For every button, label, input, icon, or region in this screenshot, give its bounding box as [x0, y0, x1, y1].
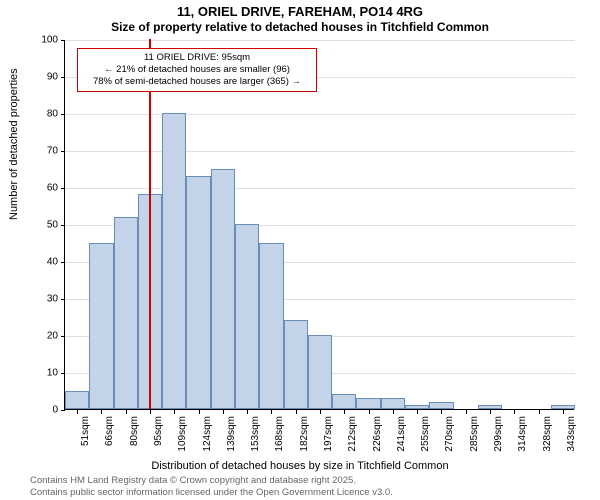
x-tick-label: 212sqm — [347, 416, 358, 456]
histogram-bar — [405, 405, 429, 409]
x-tick-label: 95sqm — [153, 416, 164, 456]
property-marker-line — [149, 39, 151, 409]
gridline — [65, 188, 575, 189]
annotation-box: 11 ORIEL DRIVE: 95sqm← 21% of detached h… — [77, 48, 317, 92]
chart-title-line1: 11, ORIEL DRIVE, FAREHAM, PO14 4RG — [0, 4, 600, 19]
x-tick-mark — [296, 410, 297, 414]
x-tick-label: 226sqm — [372, 416, 383, 456]
y-tick-label: 20 — [28, 331, 58, 342]
y-tick-mark — [61, 77, 65, 78]
histogram-bar — [235, 224, 259, 409]
y-tick-mark — [61, 373, 65, 374]
histogram-bar — [186, 176, 210, 409]
x-tick-mark — [539, 410, 540, 414]
x-tick-label: 51sqm — [80, 416, 91, 456]
y-tick-label: 10 — [28, 368, 58, 379]
footer-line1: Contains HM Land Registry data © Crown c… — [30, 475, 393, 486]
x-tick-mark — [150, 410, 151, 414]
histogram-bar — [478, 405, 502, 409]
x-tick-mark — [320, 410, 321, 414]
plot-area: 51sqm66sqm80sqm95sqm109sqm124sqm139sqm15… — [64, 40, 574, 410]
x-tick-mark — [247, 410, 248, 414]
x-tick-label: 255sqm — [420, 416, 431, 456]
gridline — [65, 40, 575, 41]
y-tick-mark — [61, 336, 65, 337]
x-tick-mark — [514, 410, 515, 414]
annotation-line1: 11 ORIEL DRIVE: 95sqm — [84, 52, 310, 64]
y-tick-label: 100 — [28, 35, 58, 46]
x-tick-mark — [369, 410, 370, 414]
y-tick-mark — [61, 151, 65, 152]
histogram-bar — [89, 243, 113, 410]
x-tick-label: 328sqm — [542, 416, 553, 456]
x-tick-label: 197sqm — [323, 416, 334, 456]
histogram-bar — [381, 398, 405, 409]
annotation-line3: 78% of semi-detached houses are larger (… — [84, 76, 310, 88]
x-tick-label: 343sqm — [566, 416, 577, 456]
x-tick-mark — [393, 410, 394, 414]
y-tick-label: 80 — [28, 109, 58, 120]
y-tick-label: 50 — [28, 220, 58, 231]
x-tick-label: 270sqm — [444, 416, 455, 456]
x-tick-mark — [563, 410, 564, 414]
x-tick-label: 153sqm — [250, 416, 261, 456]
histogram-bar — [65, 391, 89, 410]
y-tick-mark — [61, 114, 65, 115]
histogram-bar — [211, 169, 235, 410]
histogram-bar — [259, 243, 283, 410]
x-tick-label: 241sqm — [396, 416, 407, 456]
x-tick-label: 124sqm — [202, 416, 213, 456]
histogram-bar — [308, 335, 332, 409]
y-tick-label: 90 — [28, 72, 58, 83]
x-tick-label: 299sqm — [493, 416, 504, 456]
y-axis-label: Number of detached properties — [8, 68, 20, 220]
x-tick-label: 66sqm — [104, 416, 115, 456]
y-tick-mark — [61, 40, 65, 41]
x-tick-mark — [441, 410, 442, 414]
histogram-bar — [429, 402, 453, 409]
x-tick-mark — [223, 410, 224, 414]
x-tick-mark — [490, 410, 491, 414]
x-tick-label: 80sqm — [129, 416, 140, 456]
x-tick-label: 182sqm — [299, 416, 310, 456]
chart-container: 51sqm66sqm80sqm95sqm109sqm124sqm139sqm15… — [64, 40, 574, 410]
gridline — [65, 114, 575, 115]
footer-line2: Contains public sector information licen… — [30, 487, 393, 498]
histogram-bar — [551, 405, 575, 409]
x-axis-label: Distribution of detached houses by size … — [0, 460, 600, 472]
histogram-bar — [162, 113, 186, 409]
y-tick-label: 0 — [28, 405, 58, 416]
histogram-bar — [114, 217, 138, 409]
histogram-bar — [332, 394, 356, 409]
chart-title-line2: Size of property relative to detached ho… — [0, 20, 600, 34]
gridline — [65, 151, 575, 152]
x-tick-mark — [344, 410, 345, 414]
y-tick-label: 40 — [28, 257, 58, 268]
y-tick-label: 60 — [28, 183, 58, 194]
x-tick-label: 139sqm — [226, 416, 237, 456]
x-tick-mark — [77, 410, 78, 414]
histogram-bar — [284, 320, 308, 409]
x-tick-mark — [174, 410, 175, 414]
y-tick-mark — [61, 410, 65, 411]
x-tick-mark — [101, 410, 102, 414]
x-tick-label: 314sqm — [517, 416, 528, 456]
x-tick-label: 109sqm — [177, 416, 188, 456]
x-tick-mark — [271, 410, 272, 414]
y-tick-mark — [61, 225, 65, 226]
x-tick-label: 168sqm — [274, 416, 285, 456]
histogram-bar — [356, 398, 380, 409]
y-tick-mark — [61, 299, 65, 300]
x-tick-mark — [126, 410, 127, 414]
x-tick-mark — [417, 410, 418, 414]
chart-footer: Contains HM Land Registry data © Crown c… — [30, 475, 393, 498]
x-tick-mark — [199, 410, 200, 414]
x-tick-label: 285sqm — [469, 416, 480, 456]
y-tick-mark — [61, 188, 65, 189]
y-tick-label: 30 — [28, 294, 58, 305]
y-tick-mark — [61, 262, 65, 263]
annotation-line2: ← 21% of detached houses are smaller (96… — [84, 64, 310, 76]
y-tick-label: 70 — [28, 146, 58, 157]
x-tick-mark — [466, 410, 467, 414]
